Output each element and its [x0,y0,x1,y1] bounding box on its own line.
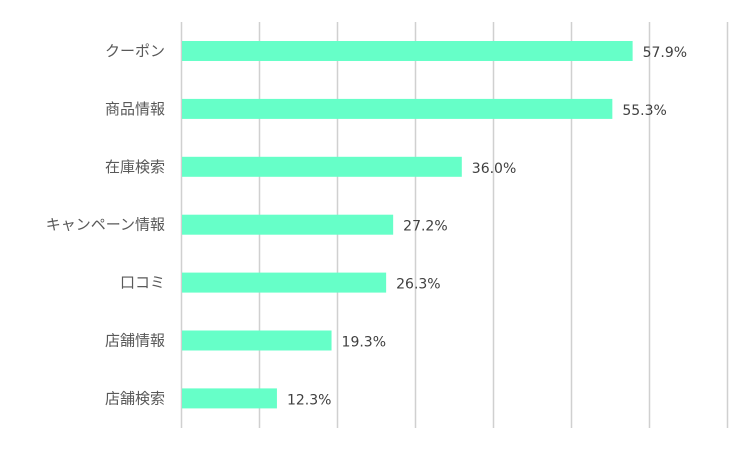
bar [182,156,462,177]
value-label: 12.3% [287,392,331,408]
bar [182,388,277,409]
category-label: 商品情報 [105,100,165,118]
category-label: 口コミ [120,274,165,292]
bar [182,272,387,293]
value-label: 26.3% [396,277,440,293]
category-label: 店舗検索 [105,389,165,407]
value-label: 36.0% [472,161,516,177]
bar [182,330,332,351]
value-label: 19.3% [342,335,386,351]
bar [182,98,613,119]
value-label: 55.3% [622,103,666,119]
category-label: 在庫検索 [105,158,165,176]
category-label: クーポン [105,42,165,60]
bar [182,214,394,235]
category-label: キャンペーン情報 [46,216,165,234]
value-labels: 57.9% 55.3% 36.0% 27.2% 26.3% 19.3% 12.3% [287,45,687,408]
value-label: 27.2% [403,219,447,235]
bars [182,41,633,409]
value-label: 57.9% [643,45,687,61]
category-label: 店舗情報 [105,332,165,350]
bar [182,41,633,61]
